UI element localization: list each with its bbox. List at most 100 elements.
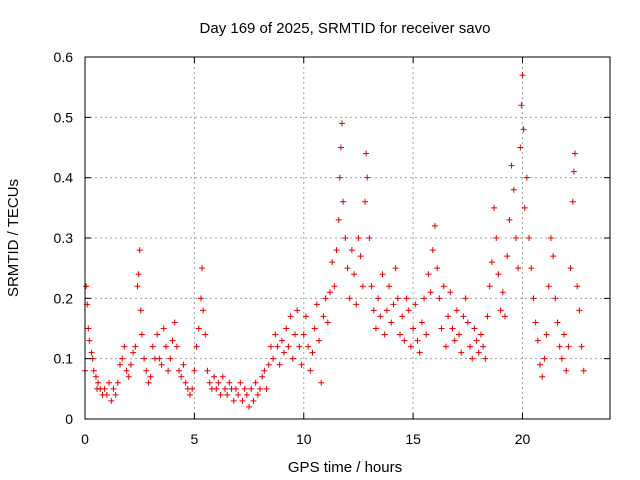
data-point xyxy=(517,144,524,151)
y-tick-label: 0.3 xyxy=(54,230,74,246)
data-point xyxy=(110,385,117,392)
data-point xyxy=(130,349,137,356)
data-point xyxy=(370,307,377,314)
data-point xyxy=(305,343,312,350)
data-point xyxy=(421,295,428,302)
data-point xyxy=(311,325,318,332)
data-point xyxy=(493,235,500,241)
data-point xyxy=(484,313,491,320)
data-point xyxy=(226,379,233,386)
data-point xyxy=(204,367,211,374)
data-point xyxy=(158,361,165,368)
data-point xyxy=(340,198,347,205)
data-point xyxy=(482,355,489,362)
data-point xyxy=(250,397,257,404)
data-point xyxy=(362,198,368,205)
data-point xyxy=(337,144,344,151)
data-point xyxy=(460,313,467,320)
data-point xyxy=(206,379,213,386)
data-point xyxy=(180,361,187,368)
data-point xyxy=(390,301,397,308)
data-point xyxy=(313,301,320,308)
data-point xyxy=(254,391,261,398)
data-point xyxy=(292,331,298,338)
data-point xyxy=(570,168,577,175)
data-point xyxy=(543,331,550,338)
data-point xyxy=(537,361,543,368)
data-point xyxy=(248,385,255,392)
data-point xyxy=(333,247,340,254)
data-point xyxy=(477,331,484,338)
data-point xyxy=(230,397,237,404)
data-point xyxy=(117,361,123,368)
y-tick-label: 0.4 xyxy=(54,170,74,186)
data-point xyxy=(418,319,425,326)
data-point xyxy=(191,367,198,374)
data-point xyxy=(211,373,218,380)
data-point xyxy=(519,72,526,79)
data-point xyxy=(458,349,465,356)
data-point xyxy=(200,307,207,314)
data-point xyxy=(449,325,456,332)
data-point xyxy=(331,283,338,290)
data-point xyxy=(518,102,525,109)
data-point xyxy=(147,373,154,380)
data-point xyxy=(103,391,110,398)
data-point xyxy=(336,174,343,181)
data-point xyxy=(285,343,292,350)
data-point xyxy=(372,325,379,332)
data-point xyxy=(488,259,495,266)
data-point xyxy=(510,186,517,193)
x-tick-label: 5 xyxy=(190,431,198,447)
data-point xyxy=(526,235,533,241)
data-point xyxy=(202,331,209,338)
data-point xyxy=(359,283,366,290)
y-tick-label: 0 xyxy=(65,411,73,427)
data-point xyxy=(217,391,224,398)
grid-lines xyxy=(85,57,610,419)
data-point xyxy=(491,204,498,211)
data-point xyxy=(239,397,246,404)
data-point xyxy=(471,325,478,332)
data-point xyxy=(88,349,95,356)
data-point xyxy=(199,265,206,272)
data-point xyxy=(125,373,132,380)
data-point xyxy=(486,283,493,290)
chart-title: Day 169 of 2025, SRMTID for receiver sav… xyxy=(200,20,491,37)
data-point xyxy=(469,355,476,362)
data-point xyxy=(440,283,447,290)
data-point xyxy=(445,313,452,320)
data-point xyxy=(447,289,454,296)
data-point xyxy=(381,331,388,338)
data-point xyxy=(550,253,557,260)
x-tick-label: 10 xyxy=(296,431,312,447)
data-point xyxy=(169,337,176,344)
data-point xyxy=(504,253,511,260)
data-point xyxy=(289,355,296,362)
data-point xyxy=(534,337,541,344)
data-point xyxy=(302,313,309,320)
data-point xyxy=(176,367,183,374)
data-point xyxy=(467,343,473,350)
y-tick-label: 0.6 xyxy=(54,49,74,65)
data-point xyxy=(523,174,530,181)
data-point xyxy=(547,235,554,241)
data-point xyxy=(90,367,97,374)
data-point xyxy=(558,355,565,362)
data-point xyxy=(383,307,390,314)
data-point xyxy=(215,379,222,386)
data-point xyxy=(307,367,314,374)
data-point xyxy=(219,373,226,380)
data-point xyxy=(141,355,148,362)
data-point xyxy=(442,343,449,350)
data-point xyxy=(348,247,355,254)
data-point xyxy=(346,295,353,302)
data-point xyxy=(342,235,349,241)
data-point xyxy=(386,283,393,290)
data-point xyxy=(138,331,145,338)
data-point xyxy=(377,313,384,320)
data-point xyxy=(119,355,126,362)
data-point xyxy=(552,295,559,302)
data-point xyxy=(578,343,585,350)
data-point xyxy=(392,265,399,272)
